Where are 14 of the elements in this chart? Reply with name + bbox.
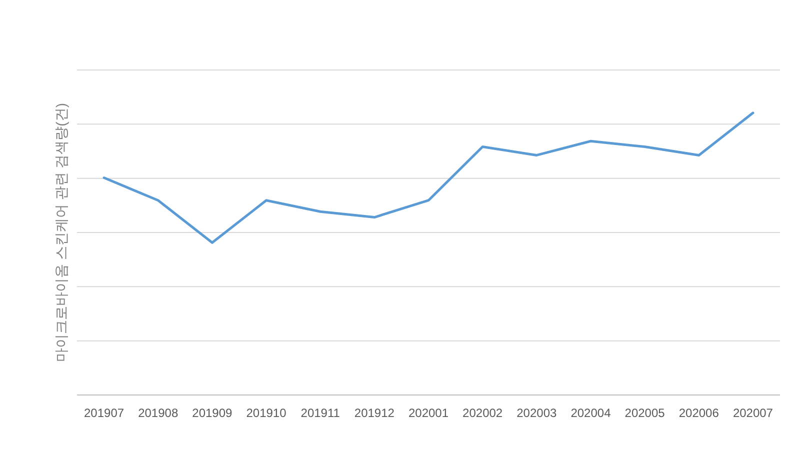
x-tick-label: 201908	[138, 406, 178, 420]
x-tick-label: 201912	[354, 406, 395, 420]
x-tick-label: 202006	[678, 406, 720, 420]
x-tick-label: 201910	[246, 406, 287, 420]
x-tick-label: 201907	[84, 406, 124, 420]
x-tick-label: 202007	[732, 406, 774, 420]
x-tick-label: 202004	[570, 406, 612, 420]
x-tick-label: 202003	[516, 406, 557, 420]
x-tick-label: 201911	[300, 406, 340, 420]
x-tick-label: 202002	[462, 406, 503, 420]
x-tick-label: 202001	[408, 406, 449, 420]
x-tick-label: 202005	[624, 406, 666, 420]
y-axis-title: 마이크로바이옴 스킨케어 관련 검색량(건)	[53, 103, 69, 362]
x-tick-label: 201909	[192, 406, 233, 420]
